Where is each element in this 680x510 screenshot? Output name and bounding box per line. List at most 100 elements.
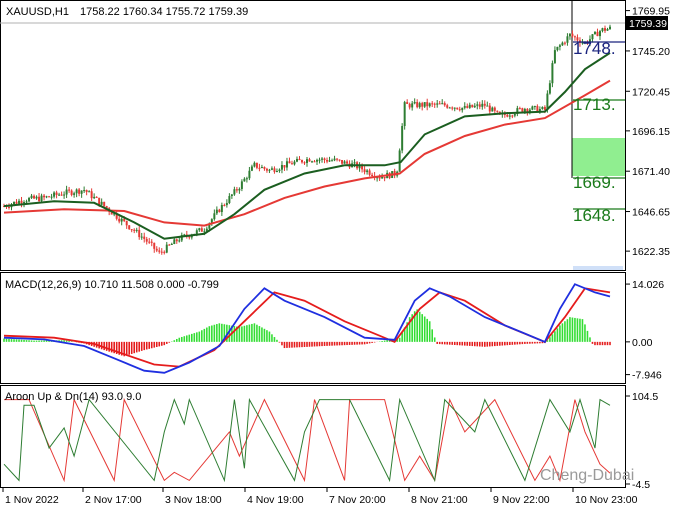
candle-body xyxy=(118,218,121,222)
candle-body xyxy=(53,192,56,197)
candle-body xyxy=(401,126,404,151)
candle-body xyxy=(596,31,599,37)
candle-body xyxy=(406,102,409,104)
candle-body xyxy=(318,159,321,161)
candle-body xyxy=(78,189,81,194)
macd-panel[interactable]: MACD(12,26,9) 10.710 11.508 0.000 -0.799… xyxy=(0,272,665,384)
aroon-panel[interactable]: Aroon Up & Dn(14) 93.0 9.0 104.5 -4.5 Che… xyxy=(0,385,659,492)
candle-body xyxy=(50,196,53,198)
price-tick-label: 1646.65 xyxy=(632,207,670,219)
macd-tick-label: -7.946 xyxy=(632,370,662,382)
candle-body xyxy=(100,201,103,205)
candle-body xyxy=(558,45,561,47)
candle-body xyxy=(265,168,268,171)
candle-body xyxy=(183,234,186,236)
price-panel[interactable]: 1748. 1713. 1669. 1648. XAUUSD,H1 1758.22 1… xyxy=(0,0,670,271)
candle-body xyxy=(88,191,91,193)
candle-body xyxy=(598,31,601,37)
candle-body xyxy=(90,191,93,199)
candle-body xyxy=(366,170,369,173)
candle-body xyxy=(85,190,88,193)
candle-body xyxy=(43,195,46,198)
candle-body xyxy=(23,202,26,204)
price-tick-label: 1622.35 xyxy=(632,246,670,258)
candle-body xyxy=(511,115,514,117)
candle-body xyxy=(243,178,246,182)
candle-body xyxy=(528,109,531,112)
candle-body xyxy=(165,244,168,253)
candle-body xyxy=(58,194,61,196)
candle-body xyxy=(496,110,499,112)
candle-body xyxy=(588,39,591,44)
candle-body xyxy=(581,42,584,44)
candle-body xyxy=(258,167,261,169)
candle-body xyxy=(145,238,148,242)
candle-body xyxy=(468,104,471,108)
candle-body xyxy=(245,178,248,180)
candle-body xyxy=(278,169,281,172)
candle-body xyxy=(248,170,251,179)
candle-body xyxy=(561,42,564,46)
time-tick-label: 9 Nov 22:00 xyxy=(493,494,550,506)
candle-body xyxy=(300,160,303,163)
price-tick-label: 1671.40 xyxy=(632,166,670,178)
candle-body xyxy=(73,193,76,195)
candle-body xyxy=(603,28,606,31)
candle-body xyxy=(341,159,344,164)
candle-body xyxy=(163,251,166,253)
candle-body xyxy=(143,236,146,239)
candle-body xyxy=(546,93,549,110)
candle-body xyxy=(403,102,406,127)
candle-body xyxy=(486,105,489,107)
candle-body xyxy=(601,28,604,32)
candle-body xyxy=(35,196,38,199)
candle-body xyxy=(83,190,86,192)
candle-body xyxy=(250,166,253,171)
candle-body xyxy=(28,198,31,202)
candle-body xyxy=(238,188,241,191)
candle-body xyxy=(609,26,611,29)
candle-body xyxy=(523,108,526,112)
candle-body xyxy=(413,101,416,104)
candle-body xyxy=(471,104,474,108)
candle-body xyxy=(55,192,58,195)
candle-body xyxy=(343,161,346,164)
candle-body xyxy=(576,37,579,41)
candle-body xyxy=(431,103,434,105)
candle-body xyxy=(491,107,494,112)
candle-body xyxy=(441,103,444,105)
candle-body xyxy=(473,105,476,108)
candle-body xyxy=(453,107,456,109)
candle-body xyxy=(235,189,238,191)
candle-body xyxy=(516,108,519,115)
candle-body xyxy=(125,220,128,226)
candle-body xyxy=(463,106,466,108)
candle-body xyxy=(273,168,276,172)
candle-body xyxy=(93,196,96,199)
candle-body xyxy=(198,228,201,231)
candle-body xyxy=(280,165,283,170)
candle-body xyxy=(230,194,233,197)
price-tick-label: 1745.20 xyxy=(632,46,670,58)
aroon-down-line xyxy=(4,397,611,483)
candle-body xyxy=(63,194,66,196)
candle-body xyxy=(95,196,98,198)
candle-body xyxy=(190,235,193,238)
candle-body xyxy=(466,106,469,108)
price-tick-label: 1769.95 xyxy=(632,6,670,18)
candle-body xyxy=(333,158,336,161)
aroon-axis: 104.5 -4.5 xyxy=(626,391,658,491)
candle-body xyxy=(170,243,173,245)
candle-body xyxy=(15,201,18,204)
macd-tick-label: 0.00 xyxy=(632,337,653,349)
candle-body xyxy=(275,171,278,173)
candle-body xyxy=(130,229,133,231)
symbol-label: XAUUSD,H1 xyxy=(6,6,69,18)
price-axis: 1769.95 1745.20 1720.45 1696.15 1671.40 1646.… xyxy=(626,6,670,258)
candle-body xyxy=(268,169,271,171)
candle-body xyxy=(68,189,71,191)
candle-body xyxy=(461,107,464,111)
candle-body xyxy=(18,200,21,204)
candle-body xyxy=(153,242,156,249)
